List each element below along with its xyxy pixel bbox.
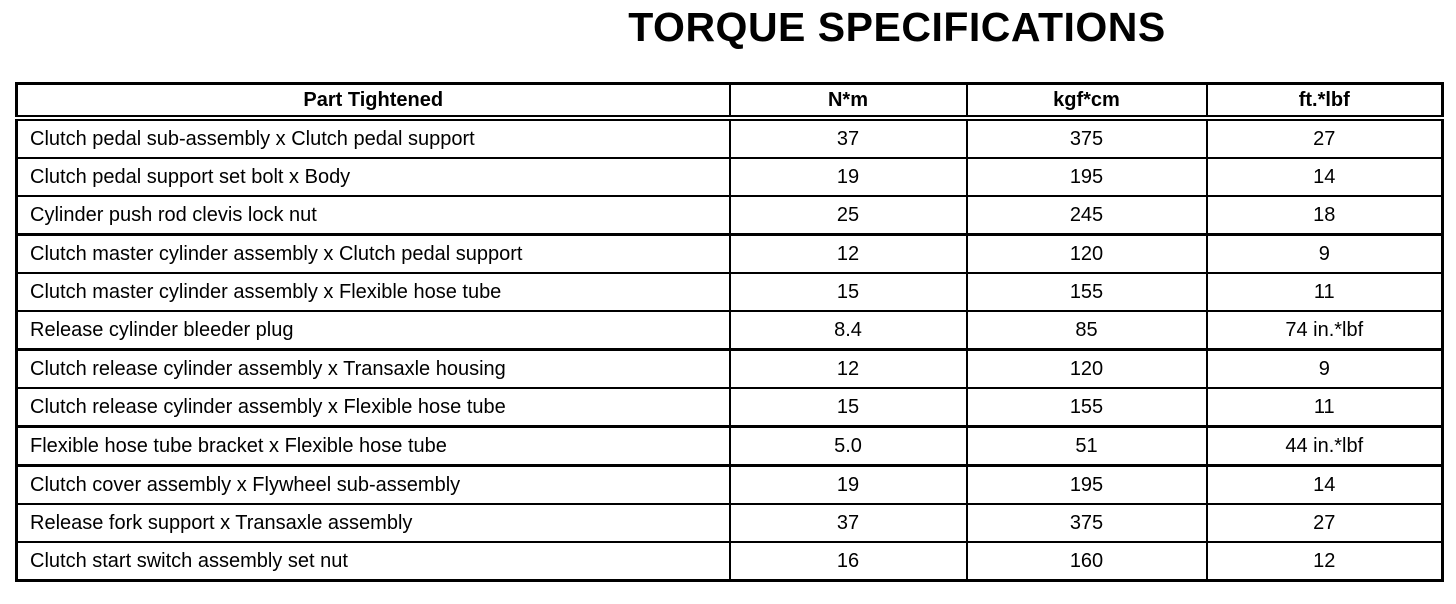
column-header-ftlbf: ft.*lbf (1205, 82, 1444, 121)
nm-value-cell: 16 (728, 541, 968, 582)
kgfcm-value-cell: 195 (965, 157, 1208, 197)
kgfcm-value-cell: 245 (965, 195, 1208, 236)
column-header-part-tightened: Part Tightened (15, 82, 731, 121)
kgfcm-value-cell: 155 (965, 272, 1208, 312)
nm-value-cell: 37 (728, 117, 968, 159)
part-tightened-cell: Release fork support x Transaxle assembl… (15, 503, 731, 543)
table-row: Clutch pedal support set bolt x Body 19 … (15, 157, 1444, 197)
nm-value-cell: 37 (728, 503, 968, 543)
nm-value-cell: 5.0 (728, 425, 968, 467)
kgfcm-value-cell: 120 (965, 348, 1208, 389)
part-tightened-cell: Clutch cover assembly x Flywheel sub-ass… (15, 464, 731, 505)
table-row: Release fork support x Transaxle assembl… (15, 503, 1444, 543)
part-tightened-cell: Flexible hose tube bracket x Flexible ho… (15, 425, 731, 467)
kgfcm-value-cell: 375 (965, 503, 1208, 543)
nm-value-cell: 19 (728, 157, 968, 197)
kgfcm-value-cell: 195 (965, 464, 1208, 505)
part-tightened-cell: Clutch master cylinder assembly x Clutch… (15, 233, 731, 274)
part-tightened-cell: Release cylinder bleeder plug (15, 310, 731, 351)
nm-value-cell: 15 (728, 387, 968, 428)
nm-value-cell: 15 (728, 272, 968, 312)
table-row: Clutch master cylinder assembly x Flexib… (15, 272, 1444, 312)
part-tightened-cell: Cylinder push rod clevis lock nut (15, 195, 731, 236)
table-row: Clutch master cylinder assembly x Clutch… (15, 233, 1444, 274)
table-row: Clutch release cylinder assembly x Trans… (15, 348, 1444, 389)
table-header: Part Tightened N*m kgf*cm ft.*lbf (15, 82, 1444, 121)
part-tightened-cell: Clutch pedal sub-assembly x Clutch pedal… (15, 117, 731, 159)
page-title: TORQUE SPECIFICATIONS (628, 4, 1166, 50)
kgfcm-value-cell: 51 (965, 425, 1208, 467)
ftlbf-value-cell: 18 (1205, 195, 1444, 236)
part-tightened-cell: Clutch release cylinder assembly x Trans… (15, 348, 731, 389)
ftlbf-value-cell: 27 (1205, 503, 1444, 543)
part-tightened-cell: Clutch release cylinder assembly x Flexi… (15, 387, 731, 428)
nm-value-cell: 25 (728, 195, 968, 236)
torque-specifications-table: Part Tightened N*m kgf*cm ft.*lbf Clutch… (15, 82, 1444, 582)
ftlbf-value-cell: 9 (1205, 348, 1444, 389)
nm-value-cell: 19 (728, 464, 968, 505)
table-row: Release cylinder bleeder plug 8.4 85 74 … (15, 310, 1444, 351)
table-row: Cylinder push rod clevis lock nut 25 245… (15, 195, 1444, 236)
nm-value-cell: 12 (728, 348, 968, 389)
ftlbf-value-cell: 14 (1205, 157, 1444, 197)
kgfcm-value-cell: 375 (965, 117, 1208, 159)
ftlbf-value-cell: 12 (1205, 541, 1444, 582)
table-row: Clutch cover assembly x Flywheel sub-ass… (15, 464, 1444, 505)
ftlbf-value-cell: 14 (1205, 464, 1444, 505)
table-header-row: Part Tightened N*m kgf*cm ft.*lbf (15, 82, 1444, 121)
column-header-kgfcm: kgf*cm (965, 82, 1208, 121)
kgfcm-value-cell: 160 (965, 541, 1208, 582)
kgfcm-value-cell: 120 (965, 233, 1208, 274)
ftlbf-value-cell: 11 (1205, 387, 1444, 428)
column-header-nm: N*m (728, 82, 968, 121)
table-row: Clutch pedal sub-assembly x Clutch pedal… (15, 117, 1444, 159)
part-tightened-cell: Clutch start switch assembly set nut (15, 541, 731, 582)
table-row: Clutch start switch assembly set nut 16 … (15, 541, 1444, 582)
ftlbf-value-cell: 9 (1205, 233, 1444, 274)
ftlbf-value-cell: 74 in.*lbf (1205, 310, 1444, 351)
ftlbf-value-cell: 11 (1205, 272, 1444, 312)
ftlbf-value-cell: 44 in.*lbf (1205, 425, 1444, 467)
kgfcm-value-cell: 85 (965, 310, 1208, 351)
ftlbf-value-cell: 27 (1205, 117, 1444, 159)
nm-value-cell: 12 (728, 233, 968, 274)
part-tightened-cell: Clutch master cylinder assembly x Flexib… (15, 272, 731, 312)
table-row: Flexible hose tube bracket x Flexible ho… (15, 425, 1444, 467)
torque-table-body: Clutch pedal sub-assembly x Clutch pedal… (15, 117, 1444, 582)
table-row: Clutch release cylinder assembly x Flexi… (15, 387, 1444, 428)
nm-value-cell: 8.4 (728, 310, 968, 351)
part-tightened-cell: Clutch pedal support set bolt x Body (15, 157, 731, 197)
kgfcm-value-cell: 155 (965, 387, 1208, 428)
